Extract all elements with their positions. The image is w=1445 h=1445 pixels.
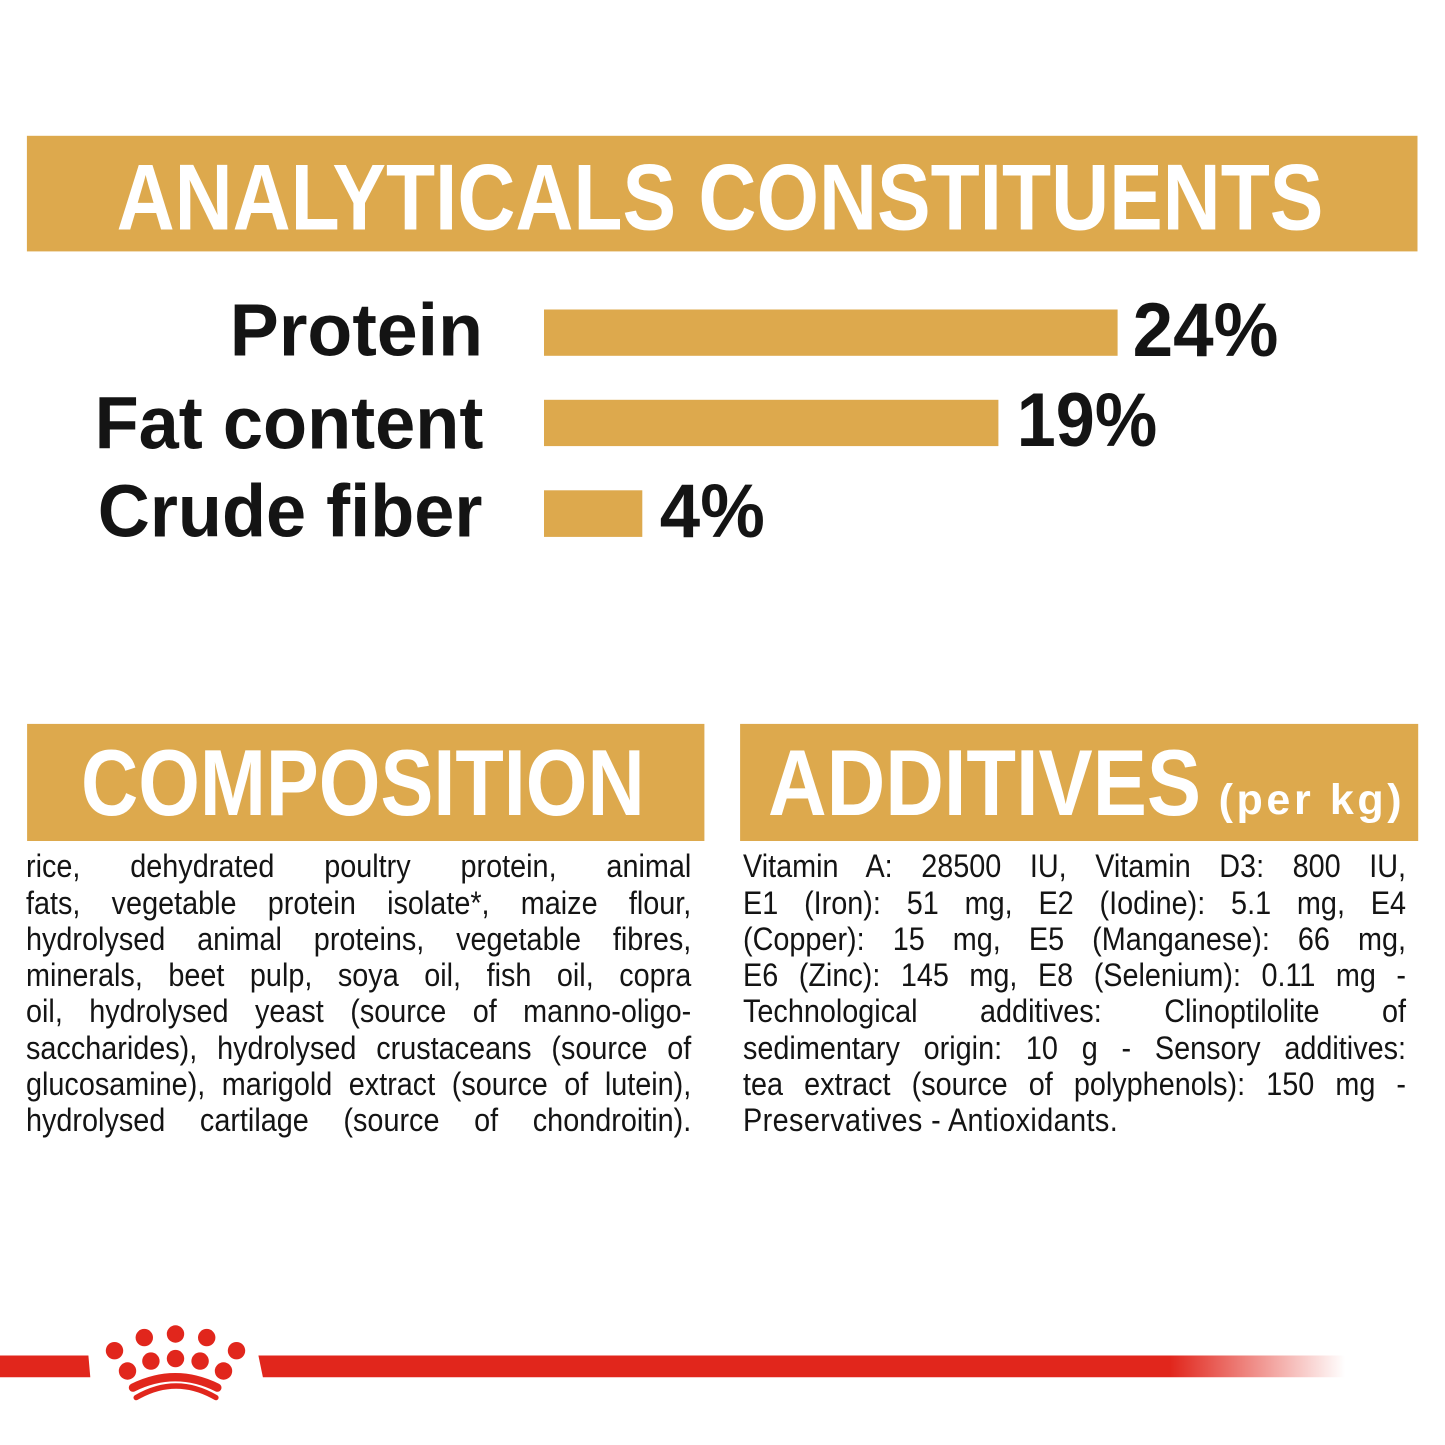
svg-text:ANALYTICALS CONSTITUENTS: ANALYTICALS CONSTITUENTS [117, 145, 1324, 250]
svg-text:24%: 24% [1133, 288, 1279, 373]
svg-text:COMPOSITION: COMPOSITION [81, 730, 645, 835]
svg-text:19%: 19% [1017, 378, 1157, 463]
svg-text:4%: 4% [660, 469, 765, 554]
svg-text:Fat content: Fat content [95, 382, 484, 465]
svg-text:Protein: Protein [230, 289, 483, 372]
svg-text:Crude fiber: Crude fiber [98, 470, 483, 553]
svg-text:ADDITIVES: ADDITIVES [768, 730, 1201, 835]
svg-text:(per kg): (per kg) [1219, 776, 1402, 824]
